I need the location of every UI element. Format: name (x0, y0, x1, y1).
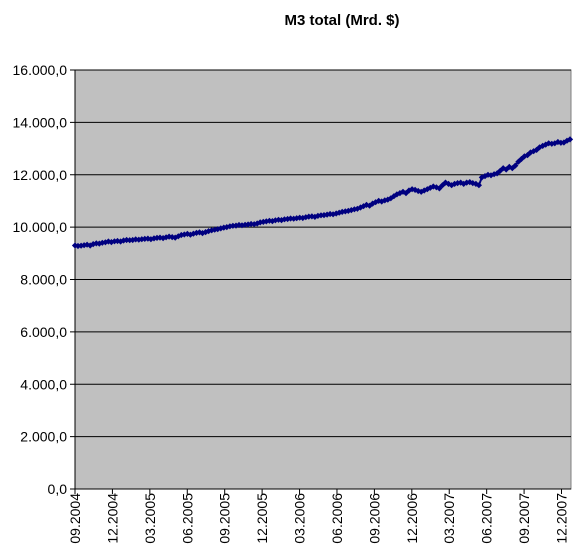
x-tick-label: 06.2005 (179, 493, 195, 544)
y-axis: 0,0 2.000,0 4.000,0 6.000,0 8.000,0 10.000,0 1… (13, 62, 76, 497)
x-axis: 09.2004 12.2004 03.2005 06.2005 09.2005 12.20… (67, 488, 571, 544)
x-tick-label: 09.2005 (217, 493, 233, 544)
x-tick-label: 09.2006 (366, 493, 382, 544)
y-tick-label: 0,0 (48, 481, 68, 497)
x-tick-label: 03.2005 (142, 493, 158, 544)
x-tick-label: 09.2004 (67, 493, 83, 544)
y-tick-label: 12.000,0 (13, 167, 68, 183)
y-tick-label: 6.000,0 (20, 324, 67, 340)
x-tick-label: 03.2006 (292, 493, 308, 544)
x-tick-label: 12.2006 (404, 493, 420, 544)
x-tick-label: 03.2007 (441, 493, 457, 544)
x-tick-label: 12.2004 (104, 493, 120, 544)
y-tick-label: 4.000,0 (20, 376, 67, 392)
x-tick-label: 06.2007 (479, 493, 495, 544)
x-tick-label: 12.2007 (554, 493, 570, 544)
chart-title: M3 total (Mrd. $) (285, 12, 400, 29)
x-tick-label: 09.2007 (516, 493, 532, 544)
y-tick-label: 14.000,0 (13, 114, 68, 130)
x-tick-label: 12.2005 (254, 493, 270, 544)
y-tick-label: 16.000,0 (13, 62, 68, 78)
x-tick-label: 06.2006 (329, 493, 345, 544)
y-tick-label: 8.000,0 (20, 272, 67, 288)
y-tick-label: 2.000,0 (20, 429, 67, 445)
y-tick-label: 10.000,0 (13, 219, 68, 235)
